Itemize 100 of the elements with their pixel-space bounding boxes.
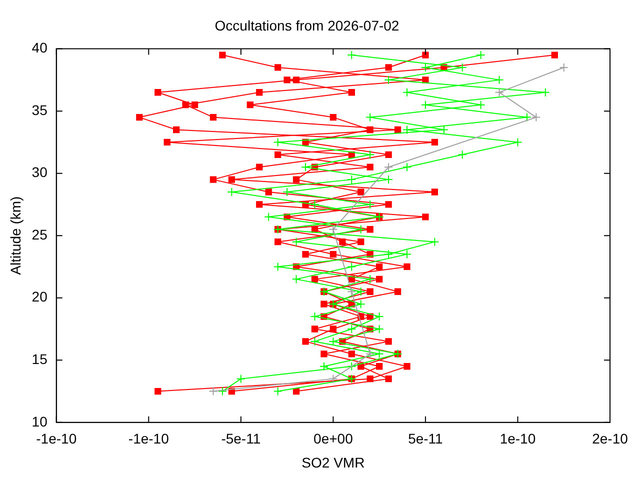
point	[347, 175, 356, 184]
point	[366, 150, 375, 160]
point	[476, 100, 486, 110]
point	[218, 386, 227, 396]
point	[273, 262, 282, 272]
point	[228, 176, 236, 183]
x-tick-label: -1e-10	[128, 430, 170, 447]
x-tick-label: -5e-11	[221, 430, 261, 447]
point	[292, 237, 301, 246]
x-tick-label: -1e-10	[36, 430, 77, 447]
point	[494, 75, 504, 84]
x-axis-title: SO2 VMR	[302, 454, 365, 470]
point	[282, 188, 292, 197]
point	[256, 201, 263, 208]
point	[328, 224, 338, 234]
point	[273, 138, 282, 147]
point	[420, 62, 430, 72]
point	[376, 363, 383, 370]
point	[301, 162, 310, 172]
point	[136, 114, 143, 121]
point	[208, 386, 218, 396]
point	[172, 126, 180, 134]
point	[402, 162, 412, 172]
point	[348, 89, 355, 96]
point	[311, 326, 318, 332]
point	[328, 374, 338, 384]
point	[319, 362, 328, 371]
point	[227, 188, 236, 197]
point	[431, 138, 438, 146]
point	[439, 125, 448, 134]
point	[559, 62, 568, 72]
point	[420, 100, 430, 110]
point	[385, 338, 392, 345]
y-tick-label: 40	[32, 40, 48, 56]
point	[422, 52, 429, 58]
point	[532, 112, 541, 122]
y-axis-title: Altitude (km)	[7, 196, 24, 275]
point	[374, 324, 384, 334]
point	[385, 375, 392, 382]
x-tick-label: 1e-10	[500, 430, 536, 447]
point	[256, 89, 263, 96]
point	[274, 64, 282, 71]
point	[154, 89, 162, 96]
point	[164, 138, 170, 146]
point	[302, 338, 309, 345]
y-tick-label: 10	[32, 413, 48, 430]
point	[366, 226, 374, 233]
y-tick-label: 30	[32, 164, 48, 180]
point	[256, 164, 263, 170]
point	[494, 88, 504, 97]
point	[385, 201, 392, 208]
point	[265, 188, 272, 196]
point	[292, 274, 301, 284]
point	[540, 88, 550, 97]
point	[347, 362, 356, 371]
point	[476, 50, 486, 60]
point	[330, 114, 337, 121]
point	[347, 324, 356, 334]
point	[348, 350, 355, 358]
point	[431, 188, 438, 196]
point	[402, 88, 412, 97]
point	[384, 175, 394, 184]
point	[404, 363, 410, 370]
point	[219, 52, 226, 58]
point	[513, 138, 522, 147]
point	[310, 200, 320, 209]
point	[366, 349, 375, 358]
point	[347, 262, 356, 272]
point	[274, 238, 282, 246]
point	[310, 312, 320, 322]
point	[210, 176, 217, 183]
point	[394, 126, 402, 134]
point	[328, 336, 338, 346]
point	[302, 250, 309, 258]
point	[458, 150, 467, 160]
x-tick-label: 2e-10	[592, 430, 628, 447]
point	[311, 276, 318, 283]
point	[366, 200, 375, 209]
point	[376, 276, 383, 283]
point	[330, 250, 337, 258]
point	[358, 188, 364, 196]
point	[210, 114, 217, 121]
point	[394, 288, 402, 295]
point	[366, 112, 375, 122]
point	[366, 375, 374, 382]
point	[366, 164, 374, 170]
point	[376, 263, 383, 270]
point	[374, 312, 384, 322]
point	[320, 300, 328, 308]
point	[264, 212, 274, 222]
point	[273, 386, 282, 396]
point	[330, 326, 337, 332]
point	[356, 224, 366, 234]
point	[347, 50, 356, 60]
point	[458, 62, 467, 72]
point	[292, 176, 300, 183]
point	[551, 52, 558, 58]
y-tick-label: 35	[32, 102, 48, 118]
point	[374, 349, 384, 358]
point	[366, 288, 374, 295]
